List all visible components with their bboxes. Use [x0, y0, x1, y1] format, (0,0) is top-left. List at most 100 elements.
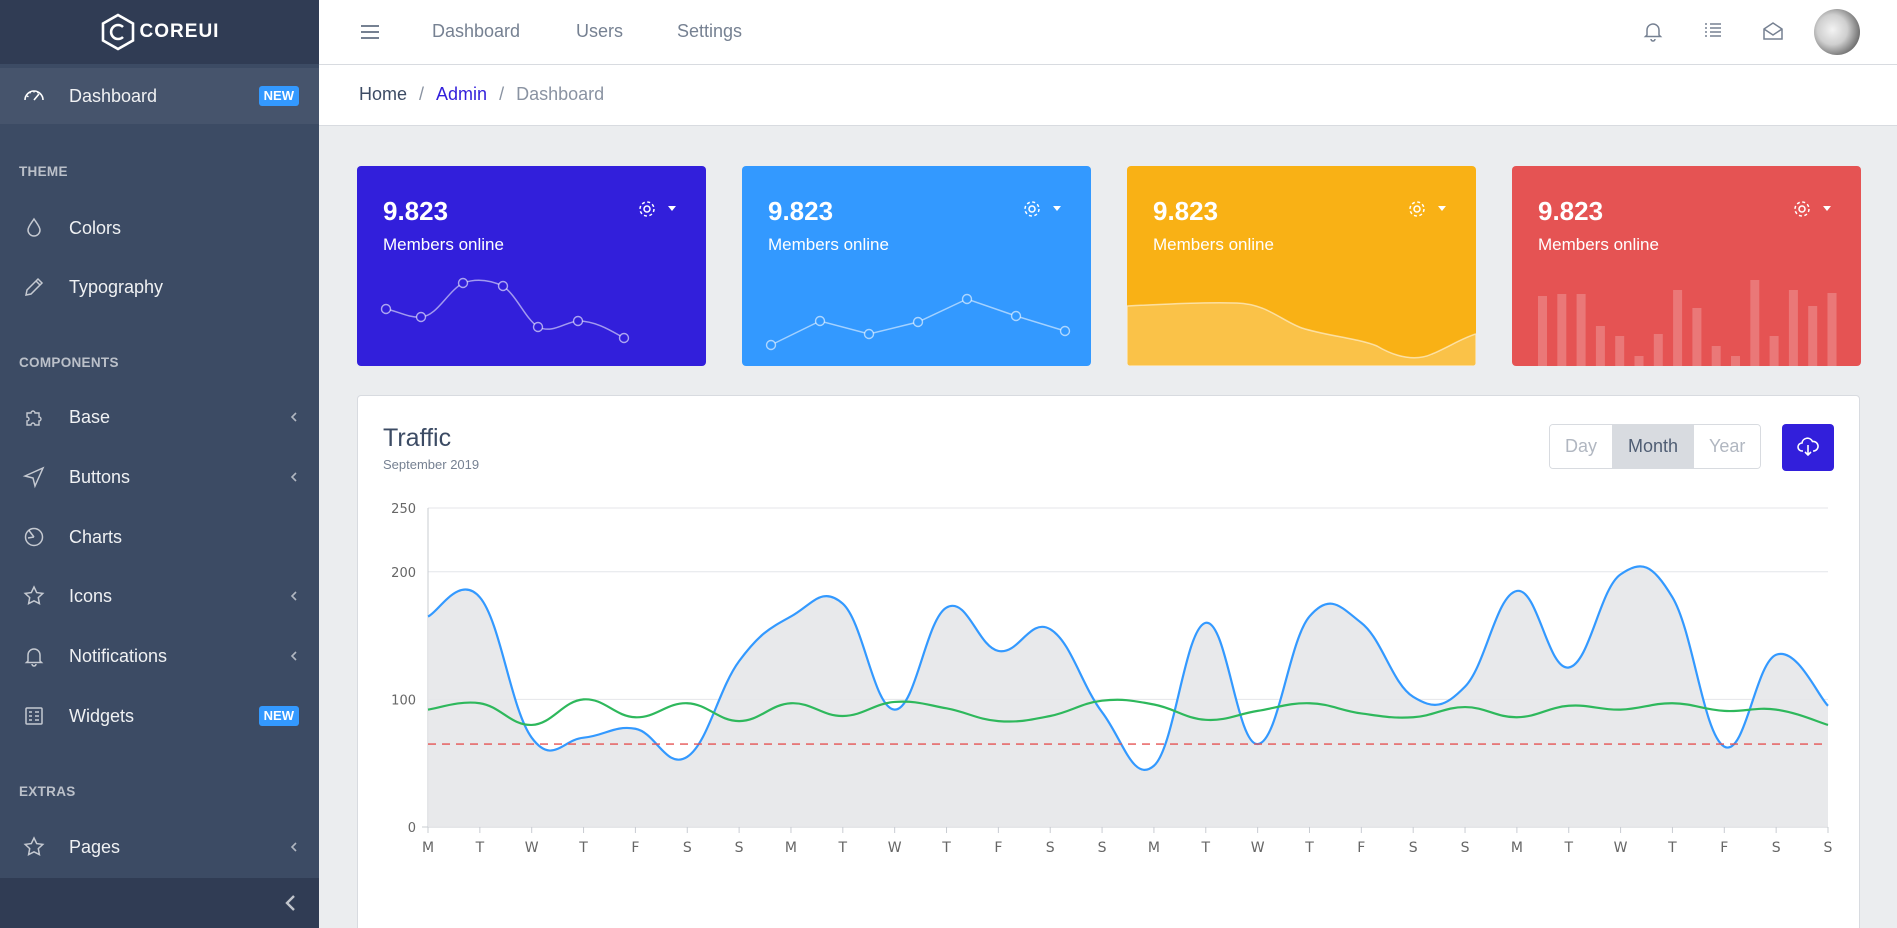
sidebar-item-pages[interactable]: Pages	[0, 819, 319, 875]
stat-card-4: 9.823 Members online	[1512, 166, 1861, 366]
header-nav-dashboard[interactable]: Dashboard	[432, 21, 521, 41]
bell-icon	[24, 648, 44, 667]
settings-dropdown-icon[interactable]	[1406, 198, 1450, 220]
star-icon	[23, 836, 45, 856]
download-button[interactable]	[1782, 424, 1834, 471]
sidebar-item-label: Dashboard	[69, 85, 158, 106]
sidebar-item-label: Typography	[69, 276, 164, 297]
sidebar-item-icons[interactable]: Icons	[0, 568, 319, 624]
x-tick-label: W	[525, 840, 539, 856]
sidebar-item-label: Notifications	[69, 645, 168, 666]
x-tick-label: T	[1200, 840, 1210, 856]
x-tick-label: T	[941, 840, 951, 856]
sparkline-bar	[1595, 326, 1605, 366]
period-year-button[interactable]: Year	[1693, 425, 1761, 468]
sidebar-item-base[interactable]: Base	[0, 389, 319, 445]
sparkline-bar	[1808, 306, 1818, 366]
sidebar-item-widgets[interactable]: Widgets NEW	[0, 688, 319, 744]
settings-dropdown-icon[interactable]	[636, 198, 680, 220]
settings-dropdown-icon[interactable]	[1791, 198, 1835, 220]
breadcrumb: Home / Admin / Dashboard	[359, 84, 604, 105]
sidebar-item-charts[interactable]: Charts	[0, 509, 319, 565]
sidebar-item-label: Base	[69, 406, 111, 427]
sparkline-bar	[1673, 290, 1683, 366]
sparkline-bar	[1538, 296, 1547, 366]
pencil-icon	[25, 277, 44, 296]
x-tick-label: S	[1772, 840, 1781, 856]
y-tick-label: 250	[391, 502, 416, 517]
period-button-group: Day Month Year	[1549, 424, 1762, 469]
nav-title-components: COMPONENTS	[19, 355, 119, 370]
avatar[interactable]	[1814, 9, 1860, 55]
sparkline-point	[618, 332, 630, 344]
sparkline-bar	[1615, 336, 1625, 366]
new-badge: NEW	[258, 706, 299, 726]
sparkline-bar	[1827, 293, 1837, 366]
breadcrumb-admin[interactable]: Admin	[436, 84, 488, 104]
traffic-card: Traffic September 2019 Day Month Year 0 1…	[357, 395, 1860, 928]
new-badge: NEW	[258, 86, 299, 106]
x-tick-label: S	[1098, 840, 1107, 856]
sparkline-point	[572, 315, 584, 327]
card-label: Members online	[1538, 235, 1659, 254]
y-tick-label: 100	[391, 693, 416, 708]
sidebar-item-dashboard[interactable]: Dashboard NEW	[0, 68, 319, 124]
x-tick-label: S	[1409, 840, 1418, 856]
y-tick-label: 0	[408, 821, 416, 836]
card-value: 9.823	[383, 196, 449, 226]
x-tick-label: F	[994, 840, 1002, 856]
sparkline-bar	[1653, 334, 1663, 366]
sparkline-point	[457, 277, 469, 289]
nav-title-theme: THEME	[19, 164, 68, 179]
card-sparkline	[380, 277, 630, 344]
header-nav-users[interactable]: Users	[576, 21, 624, 41]
bell-icon[interactable]	[1642, 20, 1664, 42]
sparkline-point	[961, 293, 973, 305]
sparkline-point	[380, 303, 392, 315]
envelope-open-icon[interactable]	[1762, 20, 1784, 42]
calculator-icon	[25, 707, 43, 725]
sparkline-area	[1127, 301, 1476, 366]
chevron-left-icon	[290, 472, 297, 482]
breadcrumb-home[interactable]: Home	[359, 84, 408, 104]
traffic-chart: 0 100 200 250 M T W T F S S M T W T F S S M T W T F S S M T W T F S S	[391, 502, 1832, 856]
x-tick-label: T	[1667, 840, 1677, 856]
series-line-series-1	[427, 565, 1829, 771]
sidebar-item-buttons[interactable]: Buttons	[0, 449, 319, 505]
chart-pie-icon	[24, 527, 44, 547]
sidebar-item-typography[interactable]: Typography	[0, 259, 319, 315]
card-label: Members online	[768, 235, 889, 254]
sidebar-item-notifications[interactable]: Notifications	[0, 628, 319, 684]
sparkline-point	[1010, 310, 1022, 322]
x-tick-label: T	[838, 840, 848, 856]
sidebar-minimizer[interactable]	[0, 878, 319, 928]
sparkline-bar	[1576, 294, 1586, 366]
x-tick-label: T	[578, 840, 588, 856]
chevron-left-icon	[285, 895, 295, 911]
breadcrumb-separator: /	[419, 84, 425, 104]
sparkline-bar	[1711, 346, 1721, 366]
period-month-button[interactable]: Month	[1612, 425, 1694, 468]
x-tick-label: W	[888, 840, 902, 856]
sidebar-item-label: Buttons	[69, 466, 131, 487]
x-tick-label: F	[631, 840, 639, 856]
sidebar-item-colors[interactable]: Colors	[0, 200, 319, 256]
sidebar-item-label: Colors	[69, 217, 122, 238]
period-day-button[interactable]: Day	[1550, 425, 1613, 468]
hamburger-menu-icon[interactable]	[359, 23, 381, 41]
header-nav-settings[interactable]: Settings	[677, 21, 743, 41]
series-area-series-1	[428, 566, 1828, 827]
sparkline-point	[765, 339, 777, 351]
list-icon[interactable]	[1702, 20, 1724, 42]
card-sparkline	[1538, 280, 1837, 366]
traffic-title: Traffic	[383, 424, 452, 452]
brand[interactable]: COREUI	[0, 0, 319, 64]
x-tick-label: T	[1304, 840, 1314, 856]
puzzle-icon	[26, 410, 42, 426]
brand-name: COREUI	[139, 21, 220, 42]
sidebar-item-label: Charts	[69, 526, 123, 547]
header: Dashboard Users Settings	[319, 0, 1897, 65]
coreui-logo-icon	[101, 13, 134, 51]
settings-dropdown-icon[interactable]	[1021, 198, 1065, 220]
series-line-series-2	[427, 698, 1829, 727]
